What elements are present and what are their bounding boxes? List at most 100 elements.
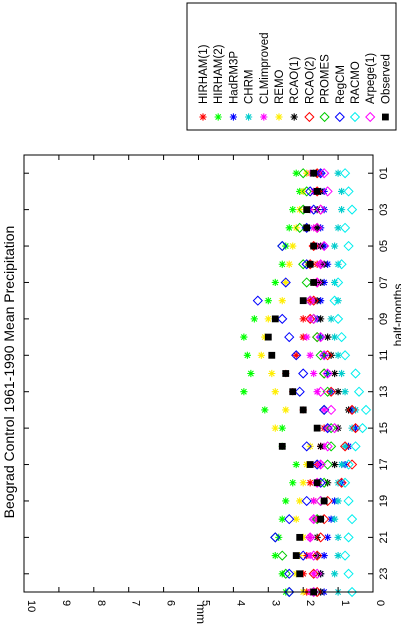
data-point: [315, 532, 326, 543]
y-tick-label: 2: [304, 600, 316, 606]
data-point: [334, 169, 342, 177]
data-point: [310, 242, 318, 250]
data-point: [331, 515, 339, 523]
data-point: [332, 313, 344, 324]
data-point: [343, 459, 354, 470]
data-point: [319, 477, 330, 488]
data-point: [343, 240, 354, 252]
data-point: [350, 368, 361, 379]
data-point: [292, 552, 300, 559]
data-point: [317, 315, 325, 323]
data-point: [278, 515, 286, 523]
data-point: [346, 514, 358, 525]
data-point: [299, 315, 307, 323]
data-point: [337, 187, 346, 196]
data-point: [301, 441, 312, 452]
data-point: [324, 333, 332, 341]
data-point: [339, 441, 351, 452]
data-point: [315, 350, 326, 361]
legend-marker: [365, 111, 376, 123]
data-point: [343, 568, 354, 579]
data-point: [313, 533, 321, 541]
data-point: [315, 259, 326, 270]
legend-marker: [214, 113, 222, 121]
data-point: [313, 224, 321, 232]
data-point: [299, 406, 307, 414]
data-point: [319, 404, 330, 416]
plot-area: [240, 168, 372, 598]
data-point: [334, 297, 342, 305]
data-point: [296, 206, 304, 214]
data-point: [301, 277, 312, 288]
data-point: [296, 570, 304, 578]
data-point: [306, 260, 314, 268]
series-hirham-1-: [282, 169, 328, 596]
data-point: [334, 260, 342, 268]
data-point: [298, 168, 309, 179]
x-tick-label: 03: [378, 204, 390, 216]
data-point: [308, 313, 319, 324]
data-point: [240, 388, 248, 396]
data-point: [326, 441, 337, 452]
series-racmo: [329, 168, 372, 598]
data-point: [351, 406, 360, 414]
data-point: [327, 315, 335, 323]
data-point: [305, 313, 316, 324]
data-point: [312, 459, 323, 470]
data-point: [320, 497, 328, 505]
series-arpege-1-: [305, 168, 340, 598]
data-point: [298, 368, 309, 379]
data-point: [339, 550, 351, 561]
data-point: [324, 533, 332, 541]
data-point: [322, 423, 333, 434]
data-point: [324, 479, 332, 487]
data-point: [296, 497, 304, 505]
data-point: [317, 570, 325, 578]
data-point: [317, 242, 325, 250]
data-point: [313, 206, 321, 214]
data-point: [337, 206, 346, 214]
data-point: [334, 351, 342, 359]
data-point: [275, 533, 283, 541]
data-point: [312, 331, 323, 343]
data-point: [280, 277, 291, 288]
data-point: [278, 424, 286, 432]
data-point: [305, 532, 316, 543]
data-point: [306, 551, 314, 560]
data-point: [310, 169, 318, 177]
data-point: [317, 460, 325, 469]
y-tick-label: 7: [130, 600, 142, 606]
legend-label: HIRHAM(1): [198, 44, 210, 104]
data-point: [284, 586, 295, 598]
x-tick-label: 19: [378, 495, 390, 507]
data-point: [289, 388, 297, 396]
data-point: [306, 461, 314, 468]
data-point: [296, 551, 304, 560]
data-point: [282, 497, 290, 505]
data-point: [308, 568, 319, 579]
y-tick-label: 10: [25, 600, 37, 612]
data-point: [353, 386, 365, 397]
data-point: [296, 533, 304, 541]
data-point: [299, 297, 307, 305]
data-point: [268, 369, 276, 378]
legend-marker: [199, 113, 207, 121]
data-point: [326, 386, 337, 397]
data-point: [284, 568, 295, 579]
data-point: [289, 242, 297, 250]
data-point: [315, 459, 326, 470]
data-point: [334, 424, 342, 432]
data-point: [339, 222, 351, 233]
data-point: [303, 333, 311, 341]
data-point: [322, 459, 333, 470]
data-point: [291, 350, 302, 361]
data-point: [289, 479, 297, 487]
data-point: [301, 186, 312, 197]
data-point: [303, 460, 311, 469]
data-point: [252, 295, 263, 306]
data-point: [322, 386, 333, 397]
data-point: [331, 369, 339, 378]
data-point: [315, 331, 326, 343]
data-point: [271, 424, 279, 432]
legend-label: RCAO(2): [304, 57, 316, 104]
